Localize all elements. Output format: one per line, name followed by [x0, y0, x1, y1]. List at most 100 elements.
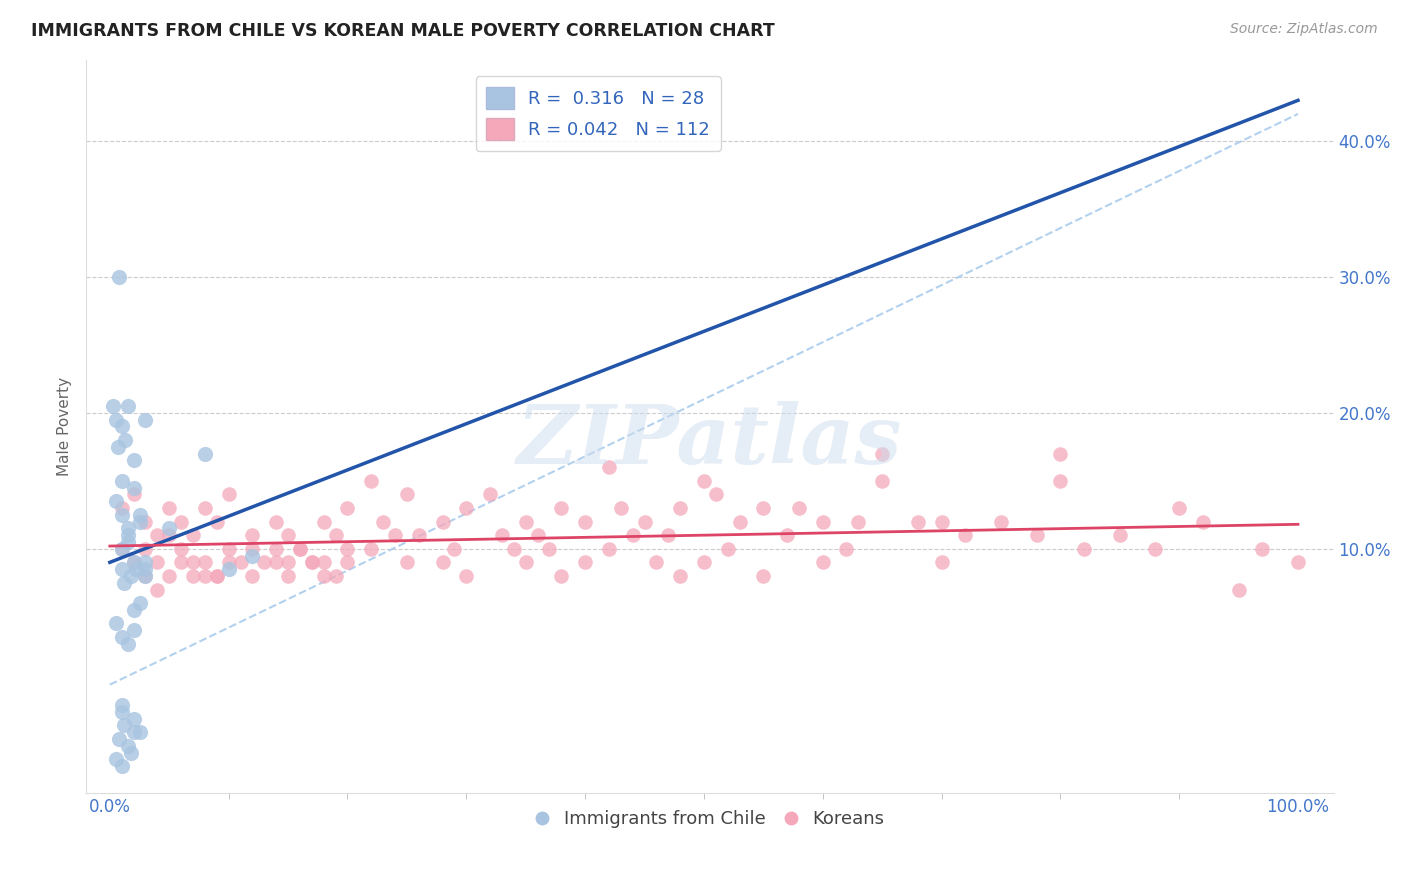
- Point: [1192, 515, 1215, 529]
- Point: [598, 460, 620, 475]
- Point: [550, 501, 572, 516]
- Point: [456, 569, 478, 583]
- Point: [114, 433, 136, 447]
- Point: [157, 501, 180, 516]
- Point: [811, 555, 834, 569]
- Point: [669, 501, 692, 516]
- Point: [117, 637, 139, 651]
- Point: [1025, 528, 1047, 542]
- Point: [128, 515, 150, 529]
- Point: [550, 569, 572, 583]
- Point: [515, 515, 537, 529]
- Point: [242, 541, 264, 556]
- Point: [811, 515, 834, 529]
- Point: [181, 555, 204, 569]
- Point: [120, 746, 142, 760]
- Point: [598, 541, 620, 556]
- Point: [112, 575, 135, 590]
- Point: [128, 508, 150, 522]
- Point: [1073, 541, 1095, 556]
- Point: [104, 752, 127, 766]
- Point: [146, 555, 169, 569]
- Point: [609, 501, 631, 516]
- Point: [693, 555, 716, 569]
- Point: [384, 528, 406, 542]
- Point: [1286, 555, 1309, 569]
- Point: [103, 399, 125, 413]
- Point: [218, 562, 240, 576]
- Point: [443, 541, 465, 556]
- Point: [122, 603, 145, 617]
- Point: [170, 541, 193, 556]
- Point: [325, 528, 347, 542]
- Point: [870, 474, 893, 488]
- Point: [360, 474, 382, 488]
- Point: [134, 569, 156, 583]
- Point: [111, 541, 134, 556]
- Point: [134, 541, 156, 556]
- Point: [112, 718, 135, 732]
- Point: [194, 569, 217, 583]
- Point: [264, 541, 287, 556]
- Point: [122, 725, 145, 739]
- Point: [645, 555, 668, 569]
- Point: [104, 494, 127, 508]
- Legend: Immigrants from Chile, Koreans: Immigrants from Chile, Koreans: [527, 803, 891, 836]
- Text: Source: ZipAtlas.com: Source: ZipAtlas.com: [1230, 22, 1378, 37]
- Point: [669, 569, 692, 583]
- Point: [111, 698, 134, 712]
- Point: [117, 528, 139, 542]
- Point: [205, 515, 228, 529]
- Point: [704, 487, 727, 501]
- Point: [432, 515, 454, 529]
- Point: [111, 419, 134, 434]
- Point: [787, 501, 810, 516]
- Point: [633, 515, 655, 529]
- Point: [205, 569, 228, 583]
- Point: [104, 616, 127, 631]
- Point: [122, 487, 145, 501]
- Point: [502, 541, 524, 556]
- Point: [538, 541, 561, 556]
- Point: [242, 549, 264, 563]
- Point: [301, 555, 323, 569]
- Point: [717, 541, 740, 556]
- Point: [526, 528, 548, 542]
- Point: [117, 739, 139, 753]
- Point: [181, 528, 204, 542]
- Point: [134, 562, 156, 576]
- Point: [931, 555, 953, 569]
- Point: [288, 541, 311, 556]
- Point: [990, 515, 1012, 529]
- Point: [194, 501, 217, 516]
- Point: [146, 528, 169, 542]
- Point: [194, 555, 217, 569]
- Point: [117, 399, 139, 413]
- Point: [157, 521, 180, 535]
- Point: [479, 487, 502, 501]
- Point: [395, 487, 418, 501]
- Point: [325, 569, 347, 583]
- Point: [170, 555, 193, 569]
- Point: [111, 705, 134, 719]
- Point: [1168, 501, 1191, 516]
- Point: [456, 501, 478, 516]
- Point: [301, 555, 323, 569]
- Point: [336, 501, 359, 516]
- Point: [242, 569, 264, 583]
- Point: [515, 555, 537, 569]
- Point: [181, 569, 204, 583]
- Point: [111, 501, 134, 516]
- Point: [395, 555, 418, 569]
- Point: [111, 474, 134, 488]
- Point: [170, 515, 193, 529]
- Point: [752, 501, 775, 516]
- Point: [117, 521, 139, 535]
- Point: [122, 555, 145, 569]
- Point: [835, 541, 858, 556]
- Point: [128, 725, 150, 739]
- Point: [1049, 447, 1071, 461]
- Text: IMMIGRANTS FROM CHILE VS KOREAN MALE POVERTY CORRELATION CHART: IMMIGRANTS FROM CHILE VS KOREAN MALE POV…: [31, 22, 775, 40]
- Point: [242, 528, 264, 542]
- Point: [693, 474, 716, 488]
